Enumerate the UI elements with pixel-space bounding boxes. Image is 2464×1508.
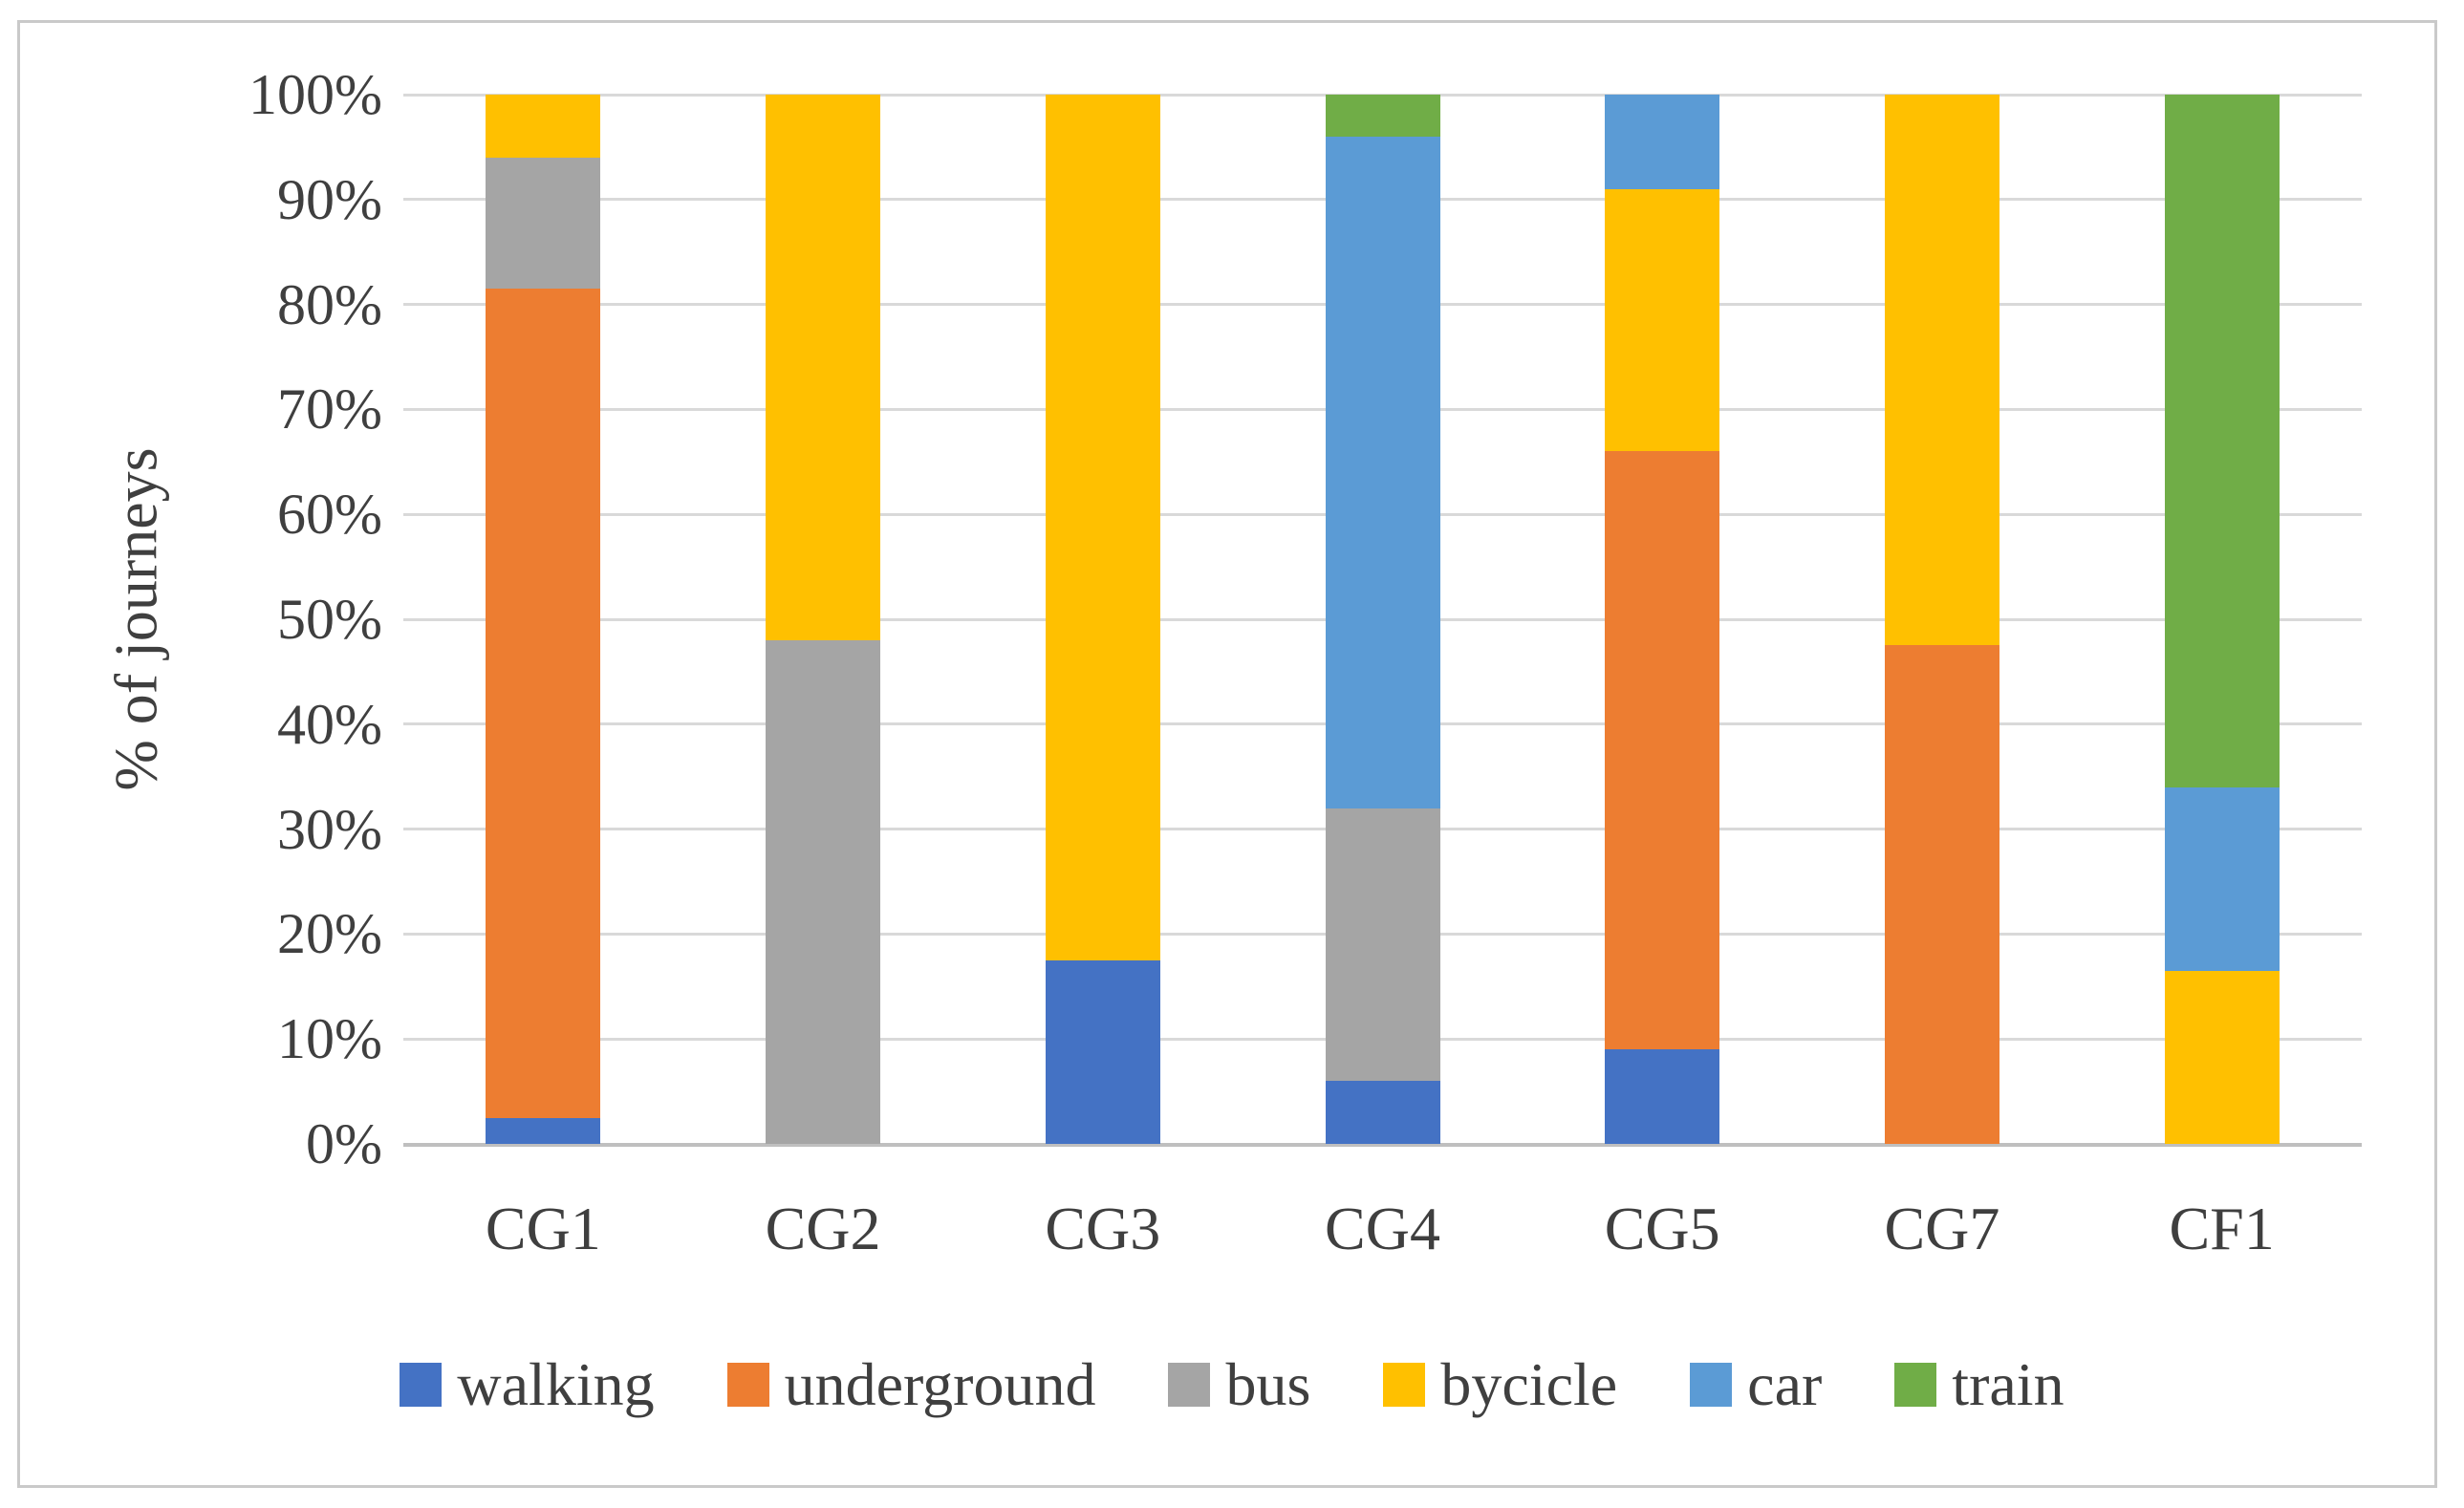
bar-segment-CF1-bycicle: [2164, 970, 2280, 1144]
bar-CG4: [1325, 95, 1440, 1144]
y-tick-label: 100%: [249, 63, 382, 126]
bar-segment-CG4-car: [1325, 136, 1440, 808]
plot-area: [403, 93, 2362, 1147]
bar-CG5: [1605, 95, 1720, 1144]
y-tick-label: 0%: [306, 1112, 382, 1175]
bars-container: [403, 95, 2362, 1144]
bar-segment-CG1-underground: [486, 289, 601, 1118]
legend-item-bycicle: bycicle: [1383, 1346, 1617, 1423]
bar-segment-CG2-bycicle: [766, 95, 881, 640]
bar-segment-CG5-car: [1605, 95, 1720, 189]
x-category-label: CG5: [1604, 1195, 1720, 1262]
bar-segment-CG1-bus: [486, 157, 601, 290]
bar-segment-CG5-bycicle: [1605, 188, 1720, 452]
bar-CG2: [766, 95, 881, 1144]
y-tick-label: 60%: [277, 483, 382, 547]
bar-CF1: [2164, 95, 2280, 1144]
legend-item-label: car: [1747, 1350, 1823, 1418]
bar-segment-CG2-bus: [766, 639, 881, 1144]
legend-item-train: train: [1894, 1346, 2064, 1423]
legend-item-label: underground: [784, 1350, 1096, 1418]
bar-segment-CG4-train: [1325, 95, 1440, 137]
y-tick-label: 20%: [277, 902, 382, 966]
y-tick-label: 70%: [277, 377, 382, 442]
x-axis-category-labels: CG1 CG2 CG3 CG4 CG5 CG7 CF1: [403, 1191, 2362, 1267]
legend-swatch-train: [1894, 1363, 1937, 1407]
bar-CG3: [1045, 95, 1160, 1144]
bar-segment-CF1-car: [2164, 786, 2280, 971]
y-tick-label: 90%: [277, 167, 382, 231]
bar-segment-CG3-walking: [1045, 959, 1160, 1144]
y-tick-label: 50%: [277, 588, 382, 651]
bar-segment-CG5-underground: [1605, 451, 1720, 1050]
x-category-label: CG7: [1884, 1195, 2000, 1262]
bar-segment-CG7-underground: [1884, 645, 1999, 1144]
x-category-label: CG2: [765, 1195, 881, 1262]
y-tick-label: 80%: [277, 272, 382, 336]
bar-segment-CG1-bycicle: [486, 95, 601, 158]
legend-item-walking: walking: [400, 1346, 655, 1423]
bar-segment-CF1-train: [2164, 95, 2280, 787]
x-axis-line: [403, 1142, 2362, 1147]
legend-swatch-car: [1690, 1363, 1733, 1407]
bar-segment-CG4-walking: [1325, 1081, 1440, 1144]
x-category-label: CF1: [2169, 1195, 2275, 1262]
legend-item-label: walking: [457, 1350, 655, 1418]
bar-segment-CG7-bycicle: [1884, 95, 1999, 646]
bar-CG7: [1884, 95, 1999, 1144]
gridline: [403, 93, 2362, 97]
legend: walking underground bus bycicle car train: [0, 1342, 2464, 1428]
legend-item-label: bus: [1225, 1350, 1311, 1418]
bar-CG1: [486, 95, 601, 1144]
x-category-label: CG3: [1045, 1195, 1161, 1262]
bar-segment-CG3-bycicle: [1045, 95, 1160, 960]
legend-item-bus: bus: [1168, 1346, 1310, 1423]
x-category-label: CG1: [485, 1195, 601, 1262]
bar-segment-CG4-bus: [1325, 808, 1440, 1082]
legend-item-label: train: [1952, 1350, 2064, 1418]
figure-frame: [17, 20, 2437, 1488]
legend-item-car: car: [1690, 1346, 1822, 1423]
legend-item-underground: underground: [726, 1346, 1096, 1423]
legend-swatch-underground: [726, 1363, 769, 1407]
bar-segment-CG1-walking: [486, 1117, 601, 1144]
legend-item-label: bycicle: [1440, 1350, 1618, 1418]
legend-swatch-bus: [1168, 1363, 1211, 1407]
x-category-label: CG4: [1325, 1195, 1440, 1262]
y-tick-label: 40%: [277, 692, 382, 756]
y-tick-label: 30%: [277, 797, 382, 861]
y-axis-tick-labels: 100% 90% 80% 70% 60% 50% 40% 30% 20% 10% 0%: [0, 63, 382, 1175]
y-tick-label: 10%: [277, 1007, 382, 1071]
legend-swatch-bycicle: [1383, 1363, 1426, 1407]
legend-swatch-walking: [400, 1363, 443, 1407]
bar-segment-CG5-walking: [1605, 1049, 1720, 1144]
